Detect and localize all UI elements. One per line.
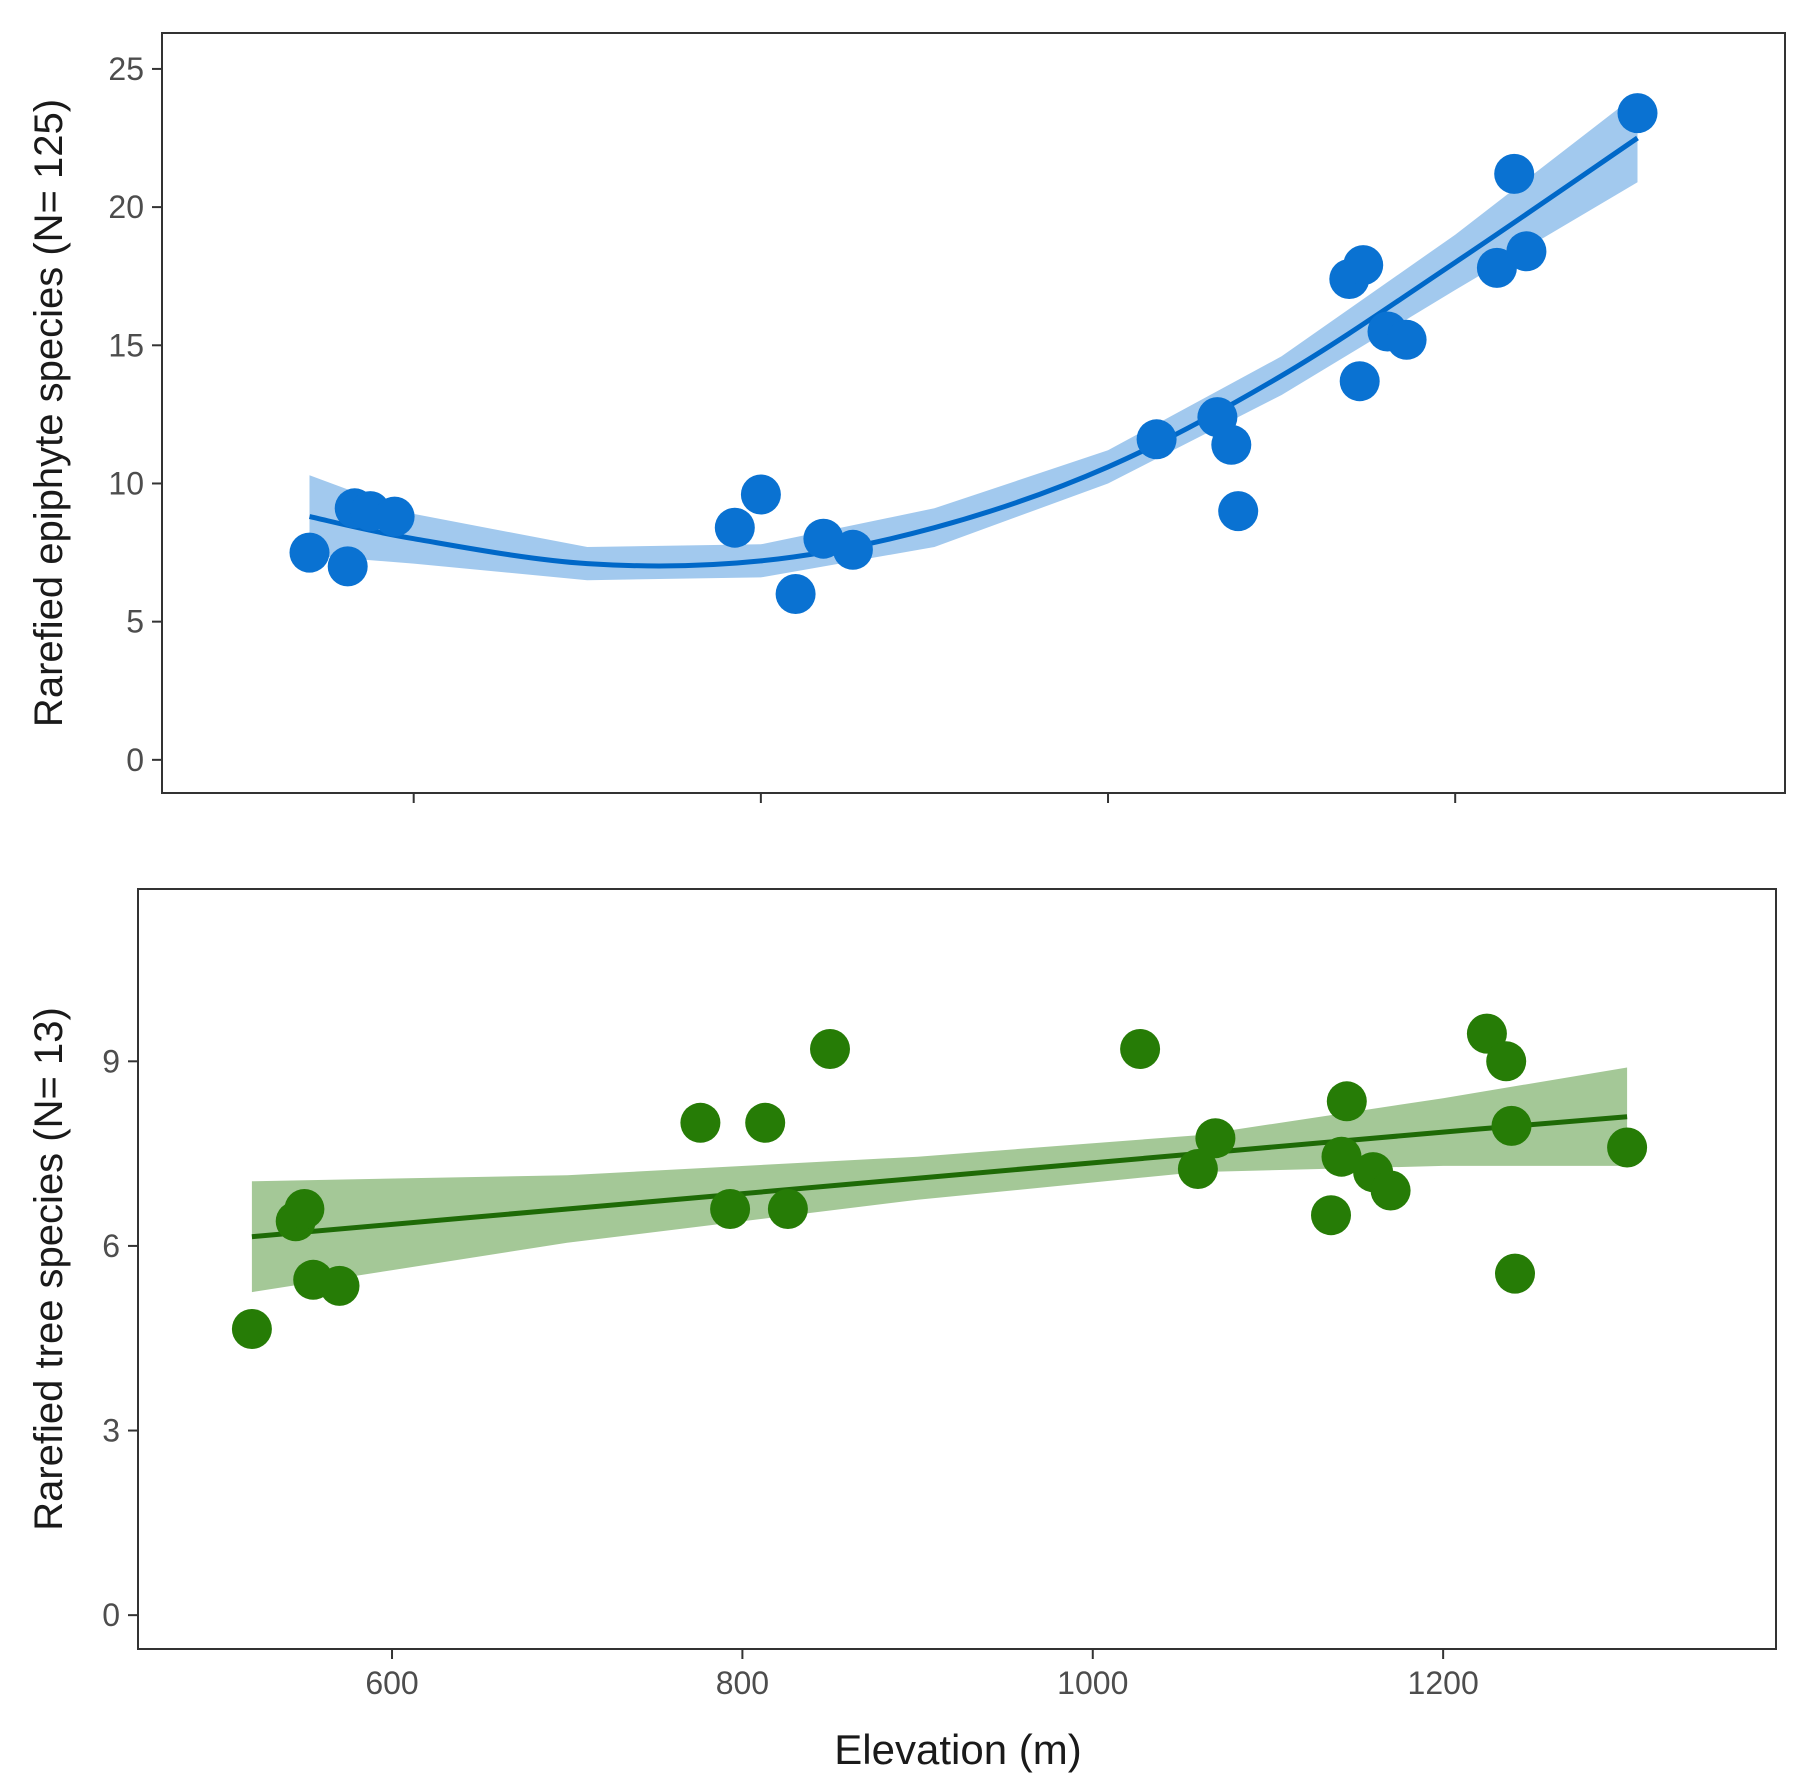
tree-data-point [680, 1102, 721, 1143]
tree-data-point [1177, 1149, 1218, 1189]
epiphyte-y-tick-label: 15 [108, 327, 144, 363]
epiphyte-y-tick-label: 10 [108, 465, 144, 501]
epiphyte-data-point [374, 496, 415, 537]
tree-y-tick-label: 6 [102, 1228, 120, 1264]
epiphyte-fit-line [308, 135, 1639, 569]
tree-data-point [810, 1029, 850, 1069]
tree-data-point [1495, 1253, 1535, 1294]
tree-y-tick-label: 0 [102, 1597, 120, 1633]
epiphyte-data-point [327, 546, 368, 587]
tree-data-point [1326, 1081, 1367, 1122]
epiphyte-data-point [1339, 361, 1380, 402]
tree-data-point [1607, 1127, 1648, 1168]
tree-data-point [710, 1189, 751, 1229]
tree-data-point [767, 1189, 808, 1229]
tree-x-tick-label: 1000 [1057, 1665, 1128, 1701]
tree-data-point [1370, 1170, 1411, 1211]
tree-data-point [284, 1189, 325, 1229]
tree-panel: 0 3 6 9 600 800 1000 1200 Rarefied tree specie… [27, 888, 1777, 1701]
x-axis-label: Elevation (m) [834, 1726, 1081, 1773]
epiphyte-data-point [1218, 491, 1259, 532]
tree-data-point [745, 1102, 786, 1143]
epiphyte-y-tick-label: 0 [126, 742, 144, 778]
tree-confidence-band [251, 1067, 1628, 1293]
epiphyte-data-point [1494, 153, 1535, 194]
epiphyte-y-tick-label: 20 [108, 189, 144, 225]
epiphyte-data-point [1211, 424, 1252, 465]
epiphyte-y-tick-label: 25 [108, 51, 144, 87]
tree-y-tick-label: 3 [102, 1413, 120, 1449]
epiphyte-y-tick-label: 5 [126, 604, 144, 640]
epiphyte-y-axis-label: Rarefied epiphyte species (N= 125) [27, 99, 71, 727]
epiphyte-data-point [714, 507, 755, 548]
tree-x-tick-label: 800 [716, 1665, 769, 1701]
tree-y-tick-label: 9 [102, 1043, 120, 1079]
epiphyte-data-point [1343, 245, 1384, 286]
tree-data-point [1491, 1105, 1532, 1146]
epiphyte-data-point [1386, 319, 1427, 360]
tree-data-point [1321, 1136, 1362, 1177]
epiphyte-plot-frame [161, 32, 1786, 794]
epiphyte-data-point [775, 574, 816, 614]
tree-data-point [231, 1309, 272, 1349]
tree-data-point [1120, 1029, 1161, 1069]
epiphyte-panel: 0 5 10 15 20 25 Rarefied epiphyte species (N=… [27, 32, 1786, 803]
tree-y-axis-label: Rarefied tree species (N= 13) [27, 1007, 71, 1531]
epiphyte-data-point [1617, 93, 1658, 134]
tree-x-tick-label: 600 [365, 1665, 418, 1701]
epiphyte-data-point [740, 474, 781, 515]
tree-data-point [319, 1265, 360, 1306]
tree-data-point [1195, 1118, 1236, 1159]
epiphyte-data-point [289, 532, 330, 573]
epiphyte-data-point [1136, 419, 1177, 460]
tree-data-point [1486, 1041, 1527, 1082]
epiphyte-data-point [1476, 247, 1517, 288]
tree-fit-line [251, 1114, 1628, 1240]
epiphyte-data-point [1506, 231, 1547, 272]
tree-data-point [1311, 1195, 1351, 1236]
tree-x-tick-label: 1200 [1408, 1665, 1479, 1701]
epiphyte-data-point [832, 529, 873, 570]
